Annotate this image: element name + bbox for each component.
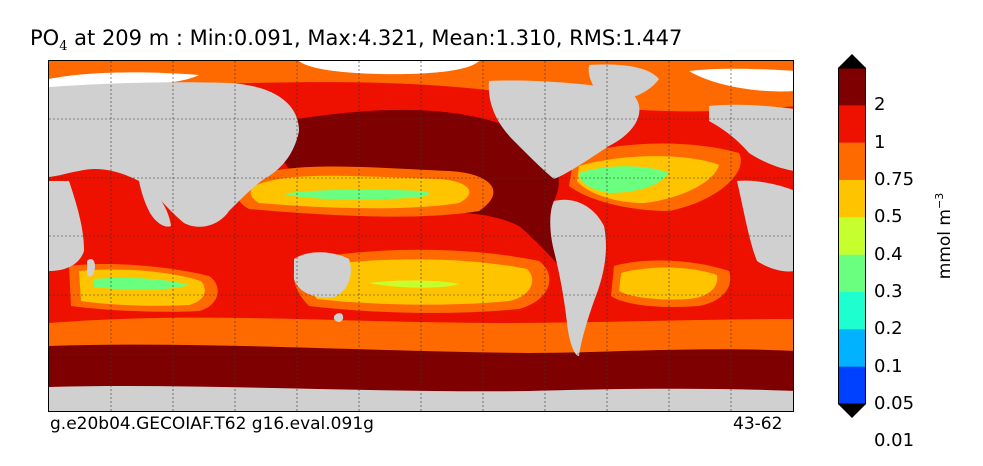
madagascar — [87, 259, 95, 277]
colorbar-unit-label: mmol m−3 — [933, 193, 955, 279]
colorbar-under-arrow — [838, 404, 866, 418]
graticule — [49, 61, 793, 411]
south-asia — [139, 181, 171, 227]
arctic-ice-east — [689, 68, 793, 92]
title-stats: at 209 m : Min:0.091, Max:4.321, Mean:1.… — [67, 26, 683, 50]
ocean-map — [48, 60, 794, 412]
colorbar-tick-label: 0.05 — [874, 393, 915, 414]
colorbar-over-arrow — [838, 54, 866, 68]
colorbar-segment — [838, 68, 866, 106]
colorbar-tick-label: 1 — [874, 131, 886, 153]
colorbar-tick-label: 0.2 — [874, 318, 903, 340]
africa-east — [737, 180, 793, 272]
new-zealand — [334, 313, 344, 322]
title-variable: PO — [30, 26, 60, 50]
footer-run-id: g.e20b04.GECOIAF.T62 g16.eval.091g — [50, 414, 374, 434]
colorbar-segment — [838, 180, 866, 218]
colorbar-tick-label: 0.75 — [874, 169, 915, 190]
colorbar-tick-label: 0.1 — [874, 355, 903, 377]
south-atlantic-gyre-yellow — [619, 267, 718, 300]
colorbar-segment — [838, 254, 866, 293]
colorbar-segment — [838, 329, 866, 368]
eurasia — [49, 82, 299, 227]
colorbar-segment — [838, 366, 866, 405]
colorbar-tick-label: 0.5 — [874, 206, 903, 228]
africa — [49, 181, 84, 271]
colorbar-frame — [838, 67, 866, 405]
map-svg — [49, 61, 793, 411]
colorbar-tick-label: 0.01 — [874, 430, 915, 452]
europe-africa-east — [709, 104, 793, 171]
south-america — [550, 199, 606, 356]
colorbar-segment — [838, 105, 866, 144]
north-pacific-gyre-core — [284, 189, 429, 200]
map-title: PO4 at 209 m : Min:0.091, Max:4.321, Mea… — [30, 26, 682, 54]
colorbar-segment — [838, 292, 866, 330]
footer-years: 43-62 — [733, 414, 783, 434]
north-atlantic-gyre-core — [579, 166, 669, 193]
indian-gyre-core — [94, 277, 189, 290]
unit-exp: −3 — [933, 192, 947, 209]
title-subscript: 4 — [59, 39, 68, 55]
colorbar-tick-label: 0.4 — [874, 243, 903, 265]
south-pacific-gyre-core — [369, 280, 459, 288]
unit-base: mmol m — [934, 209, 955, 280]
colorbar-tick-label: 2 — [874, 94, 886, 116]
colorbar-segment — [838, 142, 866, 181]
north-america — [488, 80, 640, 179]
arctic-ice — [299, 61, 479, 75]
colorbar-tick-label: 0.3 — [874, 281, 903, 302]
greenland — [588, 64, 659, 101]
colorbar — [838, 54, 866, 418]
australia — [294, 252, 351, 298]
colorbar-segment — [838, 217, 866, 256]
